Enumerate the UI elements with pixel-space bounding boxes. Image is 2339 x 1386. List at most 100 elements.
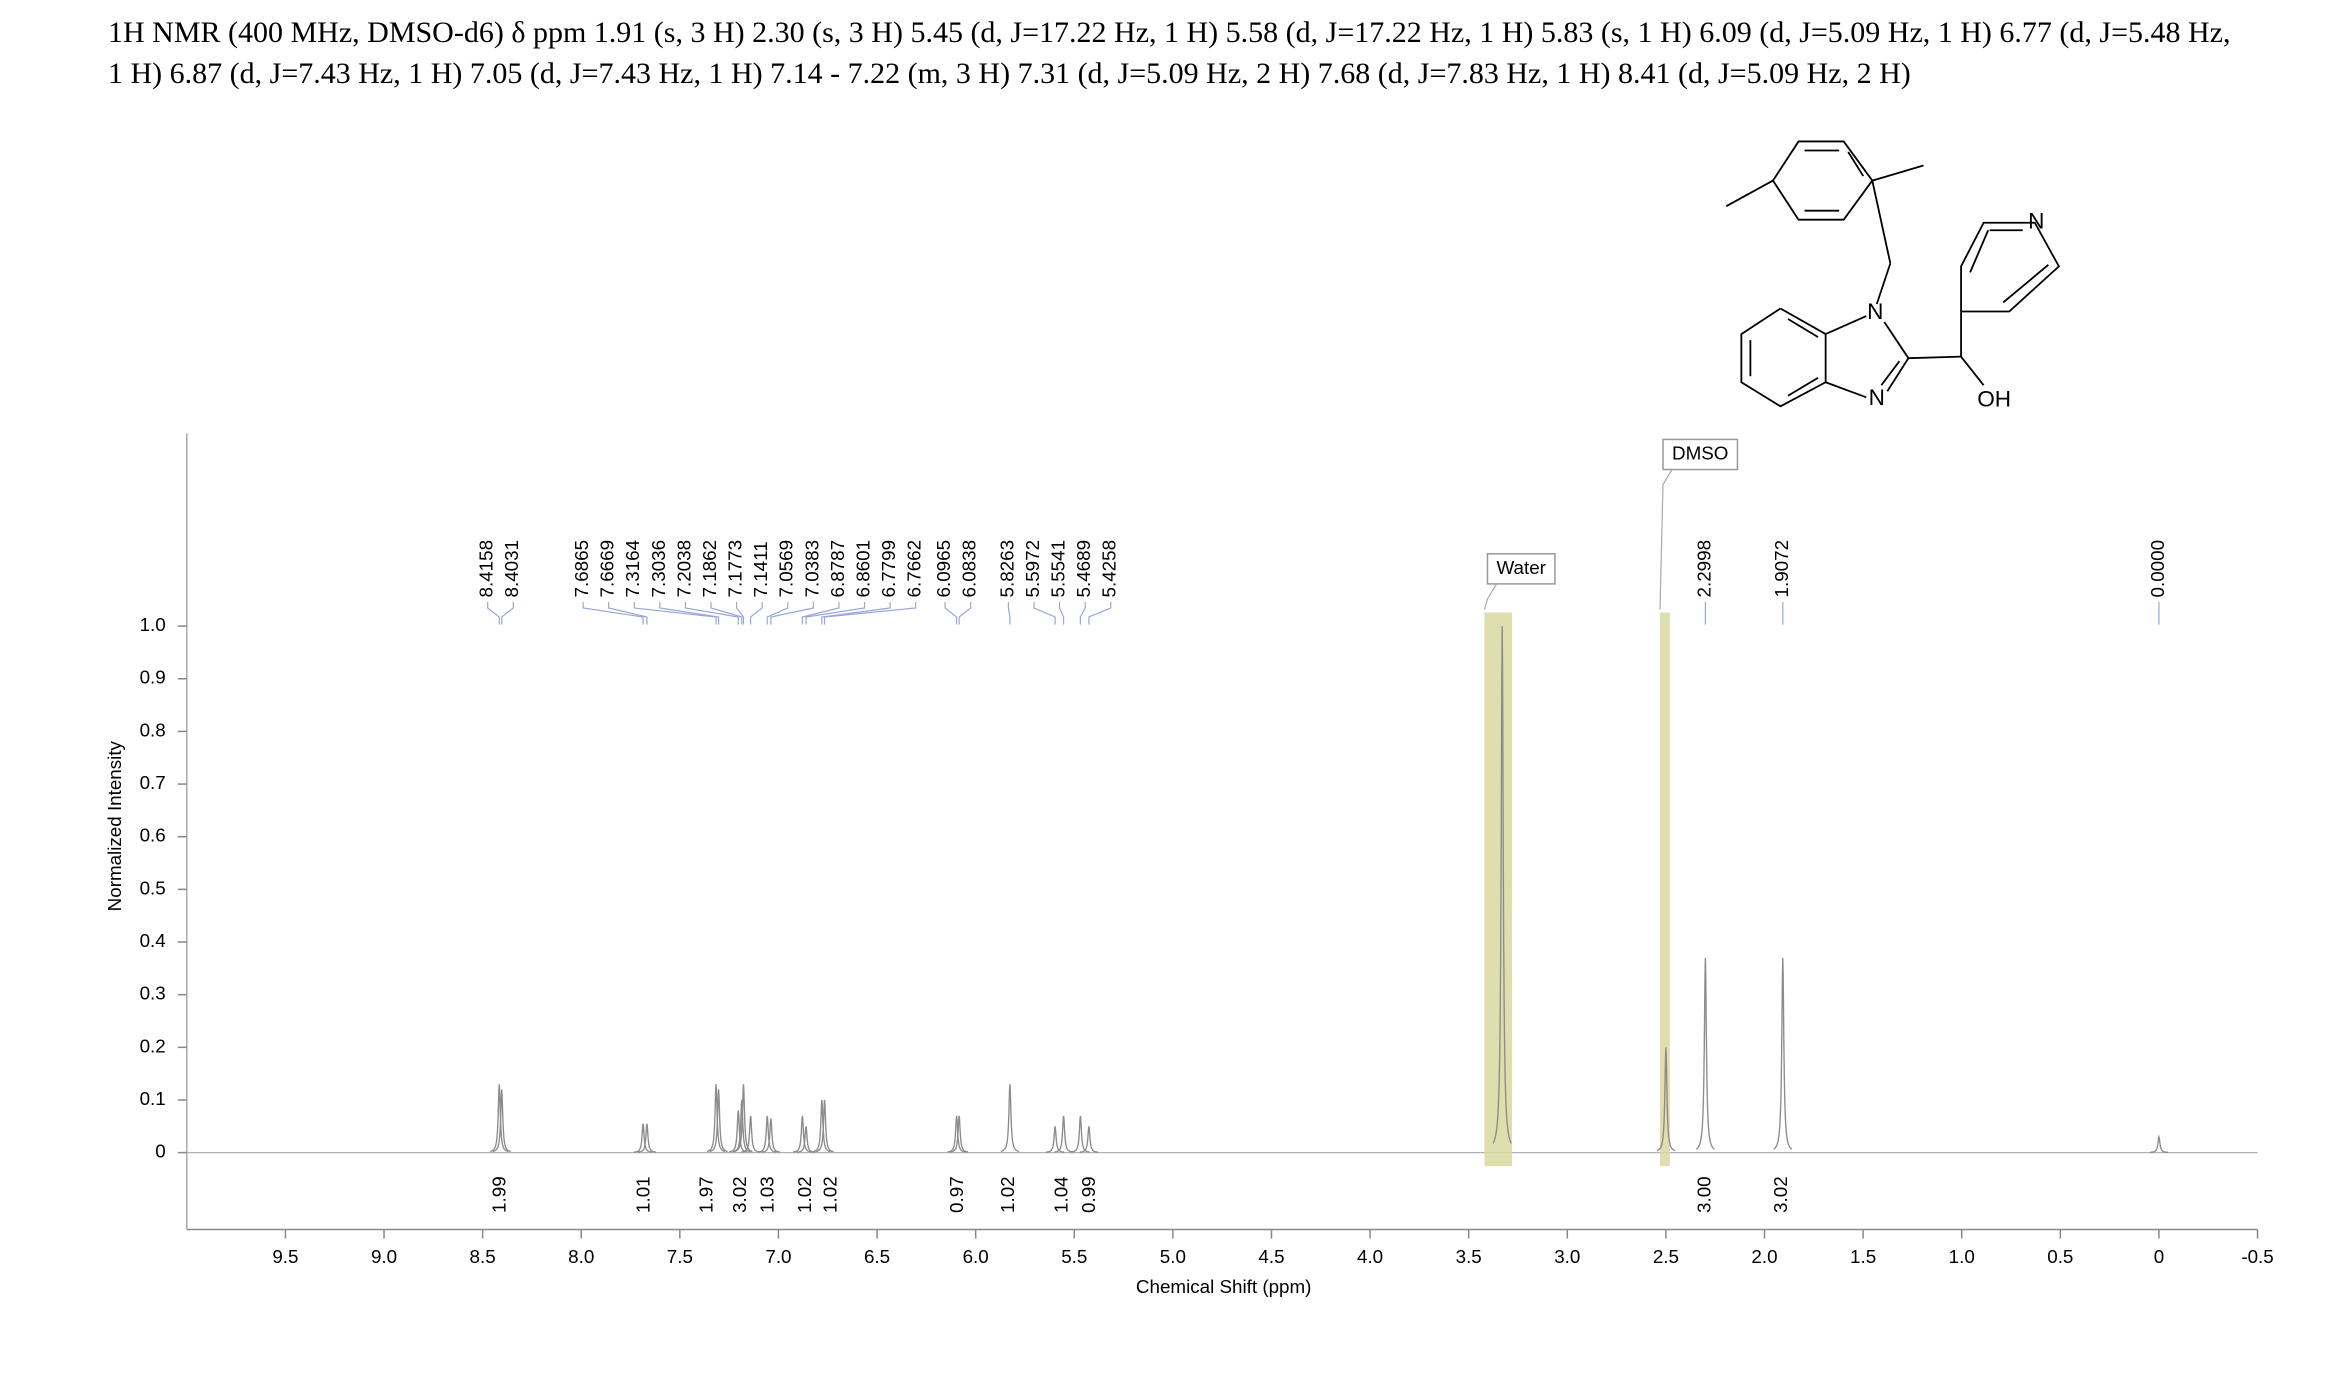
peak [1071, 1115, 1090, 1153]
peak [633, 1123, 653, 1153]
peak [812, 1099, 832, 1153]
peak-label: 5.5972 [1022, 540, 1043, 598]
peak-label-connector [1079, 601, 1086, 625]
peak [734, 1084, 753, 1153]
peak-label-connector [659, 601, 720, 625]
peak-label: 7.3164 [622, 540, 643, 598]
peak-label: 7.1862 [699, 540, 720, 598]
x-tick-label: 5.5 [1061, 1246, 1087, 1267]
region-label: Water [1497, 557, 1546, 578]
region-label: DMSO [1672, 442, 1728, 463]
bond [1771, 140, 1874, 221]
y-axis-label: Normalized Intensity [104, 740, 125, 911]
y-tick-label: 0.5 [140, 877, 166, 898]
y-tick-label: 0.8 [140, 719, 166, 740]
integral-label: 3.02 [1770, 1176, 1791, 1213]
peak-label: 7.0383 [801, 540, 822, 598]
peak-label-connector [1088, 601, 1112, 625]
atom-label: OH [1977, 386, 2011, 411]
peak-label: 6.8601 [852, 540, 873, 598]
x-tick-label: 3.0 [1554, 1246, 1580, 1267]
peak [490, 1084, 509, 1153]
bond [1908, 355, 1962, 360]
header: 1H NMR (400 MHz, DMSO-d6) δ ppm 1.91 (s,… [108, 16, 2231, 90]
peak-label: 7.2038 [673, 540, 694, 598]
peak-label-connector [633, 601, 717, 625]
peak [1000, 1084, 1020, 1153]
integral-label: 1.02 [820, 1176, 841, 1213]
integral-label: 1.03 [757, 1176, 778, 1213]
peak [761, 1118, 780, 1153]
x-tick-label: 8.0 [568, 1246, 594, 1267]
peak [492, 1089, 511, 1153]
region-label-box [1662, 438, 1739, 471]
peak-label: 6.7799 [878, 540, 899, 598]
peak-label: 6.8787 [827, 540, 848, 598]
peak [1492, 626, 1512, 1144]
peak [793, 1115, 812, 1153]
peak [637, 1123, 657, 1153]
integral-label: 3.02 [729, 1176, 750, 1213]
bond [1960, 356, 1985, 386]
peak [1054, 1115, 1073, 1153]
peak-label: 7.1411 [750, 541, 771, 597]
x-axis-label: Chemical Shift (ppm) [1136, 1276, 1312, 1297]
x-tick-label: 1.5 [1850, 1246, 1876, 1267]
y-tick-label: 0.4 [140, 930, 166, 951]
y-tick-label: 0.6 [140, 825, 166, 846]
bond [1872, 164, 1924, 182]
atom-label: N [2028, 209, 2044, 234]
y-tick-label: 1.0 [140, 614, 166, 635]
integral-label: 1.97 [695, 1176, 716, 1213]
peak-label: 6.7662 [904, 540, 925, 598]
bond [1740, 307, 1827, 408]
peak [949, 1115, 969, 1153]
region-label-box [1486, 553, 1556, 585]
peak [709, 1089, 728, 1153]
x-tick-label: 2.5 [1653, 1246, 1679, 1267]
y-tick-label: 0.7 [140, 772, 166, 793]
bond [1725, 179, 1774, 207]
peak [815, 1099, 834, 1153]
integral-label: 0.97 [946, 1176, 967, 1213]
x-tick-label: 0.5 [2047, 1246, 2073, 1267]
bond [1825, 315, 1867, 335]
peak-label-connector [501, 601, 514, 625]
peak-label-connector [608, 601, 648, 625]
x-tick-label: 9.0 [371, 1246, 397, 1267]
peak-label: 0.0000 [2147, 540, 2168, 598]
peak-label: 5.4689 [1073, 540, 1094, 598]
bond [1886, 357, 1910, 392]
region-connector [1483, 583, 1498, 610]
x-tick-label: 5.0 [1160, 1246, 1186, 1267]
peak-label-connector [487, 601, 500, 625]
peak [947, 1115, 966, 1153]
peak-label: 1.9072 [1771, 540, 1792, 598]
integral-label: 1.02 [997, 1176, 1018, 1213]
peak [1656, 1047, 1676, 1152]
peak-label-connector [944, 601, 958, 625]
bond [1787, 376, 1819, 397]
peak-label: 7.1773 [725, 540, 746, 598]
x-tick-label: 9.5 [272, 1246, 298, 1267]
peak [1046, 1126, 1065, 1153]
peak-label-connector [582, 601, 644, 625]
peak-label: 5.4258 [1099, 540, 1120, 598]
peak-label-connector [801, 601, 840, 625]
peak-label-connector [750, 601, 763, 625]
peak [2149, 1134, 2169, 1154]
atom-label: N [1867, 299, 1883, 324]
x-tick-label: 4.5 [1258, 1246, 1284, 1267]
x-tick-label: 6.0 [963, 1246, 989, 1267]
peak-label: 6.0965 [933, 540, 954, 598]
peak-label-connector [1058, 601, 1065, 625]
peak-label-connector [823, 601, 917, 625]
integral-label: 1.02 [794, 1176, 815, 1213]
peak-label: 7.6865 [571, 540, 592, 598]
region-band [1484, 612, 1513, 1167]
bond [1871, 180, 1892, 264]
bond [2002, 264, 2049, 304]
y-tick-label: 0.9 [140, 667, 166, 688]
